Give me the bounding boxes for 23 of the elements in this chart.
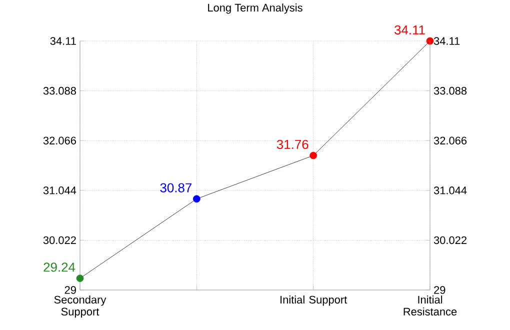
data-label: 31.76 [276,140,308,149]
chart-title: Long Term Analysis [208,4,302,14]
data-label: 30.87 [160,183,192,192]
y2-tick-label: 34.11 [434,37,460,45]
y2-tick-label: 32.066 [434,136,467,144]
y-tick-label: 31.044 [43,186,76,194]
y2-tick-label: 33.088 [434,86,467,95]
x-tick-label: Secondary Support [54,296,106,318]
data-label: 29.24 [44,262,76,272]
point [192,195,200,203]
point [310,152,318,160]
y-tick-label: 29 [64,286,76,294]
y2-tick-label: 30.022 [434,236,466,244]
y-tick-label: 33.088 [43,86,76,95]
point [76,274,84,282]
y-tick-label: 32.066 [43,136,76,144]
y2-tick-label: 29 [434,286,446,294]
data-label: 34.11 [394,25,425,34]
x-tick-label: Initial Resistance [404,296,457,316]
y2-tick-label: 31.044 [434,186,467,194]
x-tick-label: Initial Support [280,296,348,306]
y-tick-label: 30.022 [43,236,76,244]
y-tick-label: 34.11 [50,37,76,45]
